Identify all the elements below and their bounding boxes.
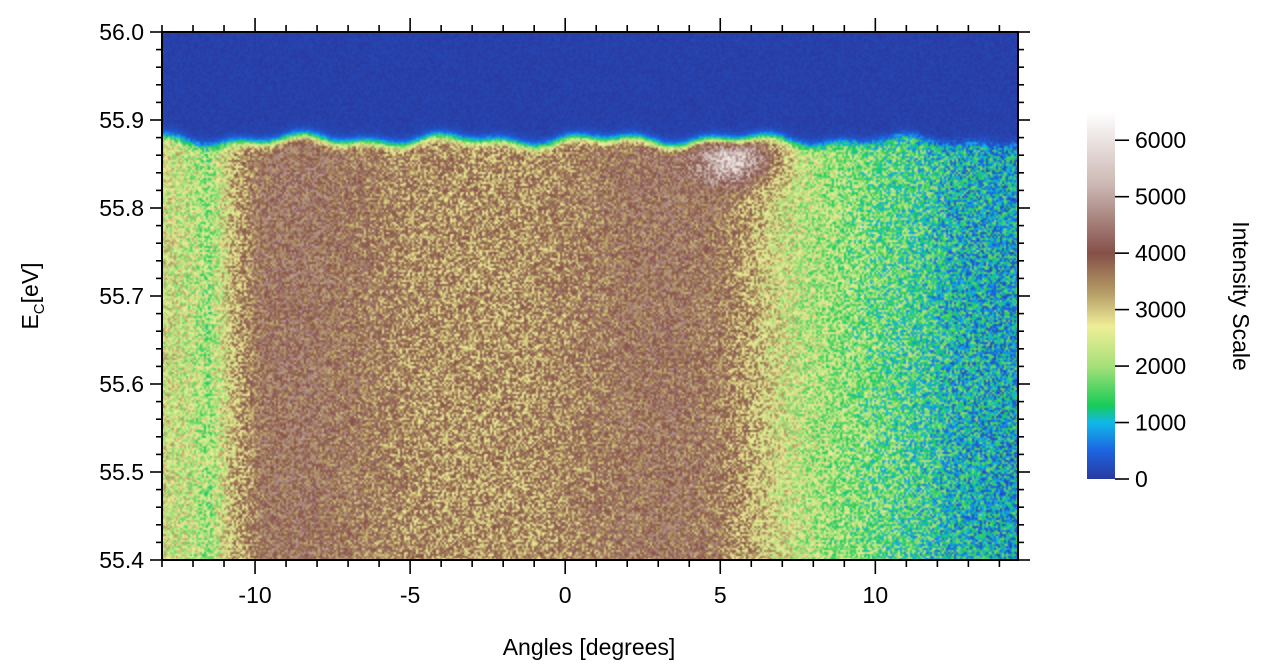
colorbar-tick-label: 6000 xyxy=(1135,127,1186,153)
x-tick-label: -5 xyxy=(400,582,420,608)
x-tick-label: -10 xyxy=(238,582,271,608)
y-tick-label: 55.6 xyxy=(99,371,144,397)
heatmap-raster xyxy=(162,32,1018,560)
colorbar-ticks: 6000 5000 4000 3000 2000 1000 0 xyxy=(1115,127,1186,492)
colorbar-gradient xyxy=(1087,112,1115,479)
y-axis-right xyxy=(1018,31,1030,561)
heatmap-plot xyxy=(161,31,1019,561)
colorbar-tick-label: 2000 xyxy=(1135,353,1186,379)
y-tick-label: 55.7 xyxy=(99,283,144,309)
colorbar-tick-label: 5000 xyxy=(1135,184,1186,210)
y-axis-label: EC[eV] xyxy=(17,262,48,329)
x-tick-label: 0 xyxy=(559,582,572,608)
x-tick-label: 10 xyxy=(863,582,889,608)
colorbar: 6000 5000 4000 3000 2000 1000 0 Intensity Scal… xyxy=(1087,112,1254,492)
x-axis-label: Angles [degrees] xyxy=(503,634,676,660)
x-axis-top xyxy=(161,18,1001,32)
y-tick-label: 55.8 xyxy=(99,195,144,221)
x-axis-bottom: -10 -5 0 5 10 xyxy=(161,560,1001,608)
colorbar-label: Intensity Scale xyxy=(1228,221,1254,371)
y-tick-label: 55.9 xyxy=(99,107,144,133)
colorbar-tick-label: 4000 xyxy=(1135,240,1186,266)
colorbar-tick-label: 1000 xyxy=(1135,410,1186,436)
y-axis-left: 56.0 55.9 55.8 55.7 55.6 55.5 55.4 xyxy=(99,19,162,573)
y-tick-label: 56.0 xyxy=(99,19,144,45)
y-tick-label: 55.4 xyxy=(99,547,144,573)
heatmap-image xyxy=(162,32,1018,560)
colorbar-tick-label: 0 xyxy=(1135,466,1148,492)
colorbar-tick-label: 3000 xyxy=(1135,297,1186,323)
x-tick-label: 5 xyxy=(714,582,727,608)
y-tick-label: 55.5 xyxy=(99,459,144,485)
svg-text:EC[eV]: EC[eV] xyxy=(17,262,48,329)
